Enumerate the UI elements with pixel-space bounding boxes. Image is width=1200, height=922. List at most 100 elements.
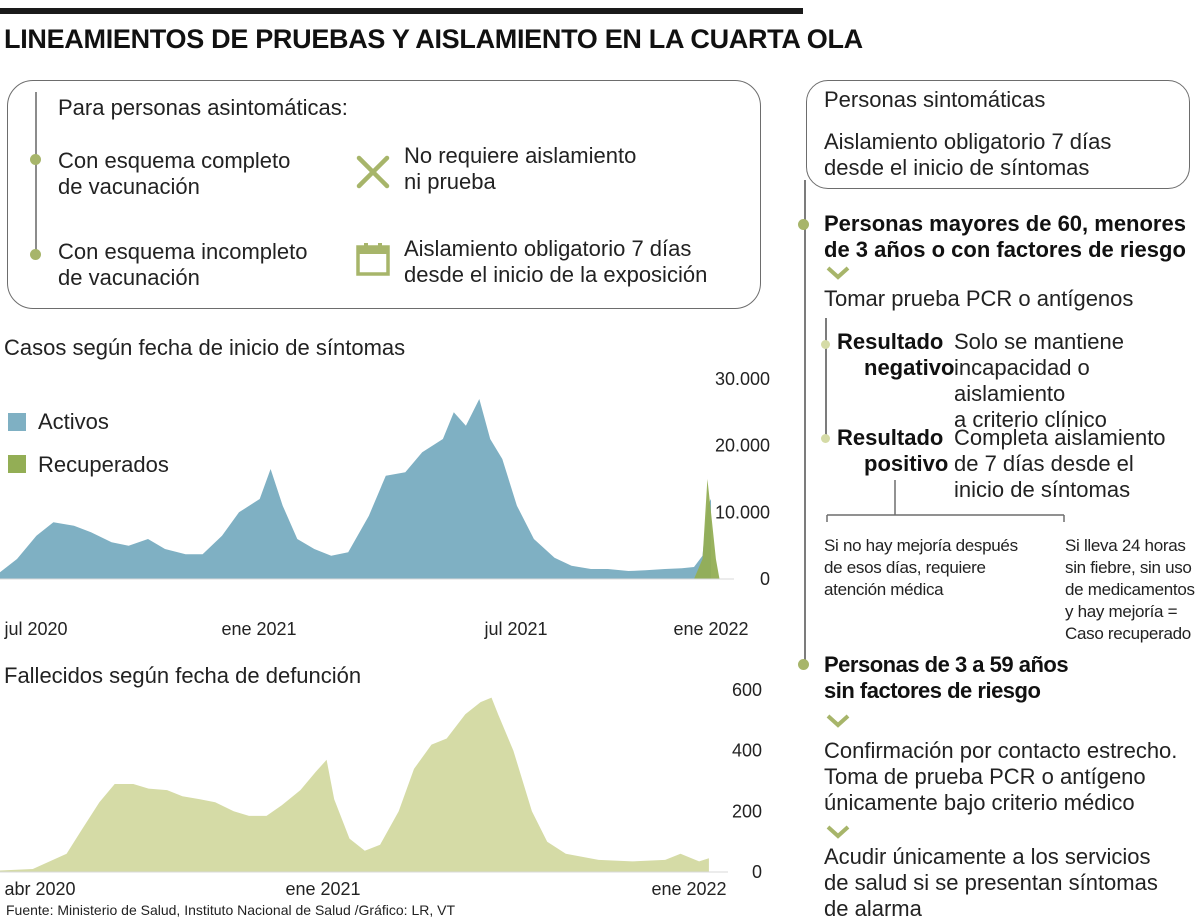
y-tick-label: 400 <box>732 741 762 761</box>
x-tick-label: ene 2022 <box>651 879 726 899</box>
deaths-chart-title: Fallecidos según fecha de defunción <box>4 663 362 688</box>
alarm-line-1: Acudir únicamente a los servicios <box>824 844 1151 869</box>
recovered-line-4: y hay mejoría = <box>1065 602 1178 621</box>
legend-swatch-recuperados <box>8 455 26 473</box>
risk-group-heading: Personas mayores de 60, menores de 3 año… <box>824 211 1186 263</box>
positive-label-line-1: Resultado <box>837 425 944 450</box>
no-improvement-line-2: de esos días, requiere <box>824 558 986 577</box>
asymptomatic-box <box>7 80 761 309</box>
complete-scheme-line-2: de vacunación <box>58 174 200 199</box>
recovered-line-1: Si lleva 24 horas <box>1065 536 1186 555</box>
recovered-line-3: de medicamentos <box>1065 580 1195 599</box>
no-improvement-line-3: atención médica <box>824 580 944 599</box>
symptomatic-isolation-text: Aislamiento obligatorio 7 días desde el … <box>824 129 1111 181</box>
positive-text-line-3: inicio de síntomas <box>954 477 1131 502</box>
recovered-line-5: Caso recuperado <box>1065 624 1191 643</box>
y-tick-label: 600 <box>732 680 762 700</box>
symptomatic-heading: Personas sintomáticas <box>824 87 1046 112</box>
cases-chart-title: Casos según fecha de inicio de síntomas <box>4 335 406 360</box>
alarm-line-3: de alarma <box>824 896 922 921</box>
isolation-exposure-line-2: desde el inicio de la exposición <box>404 262 708 287</box>
y-tick-label: 0 <box>760 569 770 589</box>
asymptomatic-tree-line <box>35 92 37 257</box>
symptomatic-box <box>806 80 1190 189</box>
test-instruction: Tomar prueba PCR o antígenos <box>824 286 1134 311</box>
source-note: Fuente: Ministerio de Salud, Instituto N… <box>6 902 456 918</box>
positive-result-text: Completa aislamiento de 7 días desde el … <box>954 425 1166 503</box>
legend-label-recuperados: Recuperados <box>38 452 169 477</box>
bullet-dot <box>821 340 830 349</box>
no-improvement-line-1: Si no hay mejoría después <box>824 536 1018 555</box>
symptomatic-isolation-line-2: desde el inicio de síntomas <box>824 155 1090 180</box>
page-title: LINEAMIENTOS DE PRUEBAS Y AISLAMIENTO EN… <box>4 24 863 54</box>
contact-text: Confirmación por contacto estrecho. Toma… <box>824 738 1177 816</box>
isolation-exposure-line-1: Aislamiento obligatorio 7 días <box>404 236 692 261</box>
no-isolation-line-2: ni prueba <box>404 169 496 194</box>
y-tick-label: 10.000 <box>715 502 770 522</box>
outcome-bracket <box>826 480 1065 522</box>
recovered-text: Si lleva 24 horas sin fiebre, sin uso de… <box>1065 535 1195 645</box>
chevron-down-icon <box>826 825 850 844</box>
positive-text-line-2: de 7 días desde el <box>954 451 1134 476</box>
x-tick-label: jul 2020 <box>3 619 67 639</box>
risk-group-line-2: de 3 años o con factores de riesgo <box>824 237 1186 262</box>
result-tree-line <box>825 318 827 440</box>
symptomatic-isolation-line-1: Aislamiento obligatorio 7 días <box>824 129 1112 154</box>
series-area-recuperados <box>694 479 720 579</box>
calendar-icon <box>355 241 391 277</box>
alarm-line-2: de salud si se presentan síntomas <box>824 870 1158 895</box>
deaths-chart: 600 400 200 0 abr 2020 ene 2021 ene 2022 <box>0 680 762 899</box>
x-tick-label: abr 2020 <box>4 879 75 899</box>
cases-chart: 30.000 20.000 10.000 0 jul 2020 ene 2021 jul 2… <box>0 370 770 639</box>
y-tick-label: 0 <box>752 862 762 882</box>
incomplete-scheme-text: Con esquema incompleto de vacunación <box>58 239 307 291</box>
y-tick-label: 30.000 <box>715 370 770 389</box>
negative-text-line-3: a criterio clínico <box>954 407 1107 432</box>
symptomatic-tree-line <box>804 180 806 664</box>
isolation-exposure-text: Aislamiento obligatorio 7 días desde el … <box>404 236 707 288</box>
chevron-down-icon <box>826 266 850 285</box>
bullet-dot <box>821 434 830 443</box>
bullet-dot <box>798 659 809 670</box>
top-rule <box>0 8 803 14</box>
young-group-line-2: sin factores de riesgo <box>824 678 1041 703</box>
no-improvement-text: Si no hay mejoría después de esos días, … <box>824 535 1018 601</box>
negative-label-line-1: Resultado <box>837 329 944 354</box>
contact-line-3: únicamente bajo criterio médico <box>824 790 1135 815</box>
complete-scheme-line-1: Con esquema completo <box>58 148 291 173</box>
bullet-dot <box>798 219 809 230</box>
x-tick-label: ene 2021 <box>285 879 360 899</box>
negative-text-line-2: incapacidad o aislamiento <box>954 355 1090 406</box>
complete-scheme-text: Con esquema completo de vacunación <box>58 148 290 200</box>
x-mark-icon <box>355 154 391 190</box>
negative-text-line-1: Solo se mantiene <box>954 329 1124 354</box>
incomplete-scheme-line-2: de vacunación <box>58 265 200 290</box>
recovered-line-2: sin fiebre, sin uso <box>1065 558 1192 577</box>
no-isolation-text: No requiere aislamiento ni prueba <box>404 143 636 195</box>
young-group-heading: Personas de 3 a 59 años sin factores de … <box>824 652 1069 704</box>
risk-group-line-1: Personas mayores de 60, menores <box>824 211 1186 236</box>
contact-line-2: Toma de prueba PCR o antígeno <box>824 764 1146 789</box>
series-area-activos <box>0 399 711 579</box>
y-tick-label: 20.000 <box>715 436 770 456</box>
positive-text-line-1: Completa aislamiento <box>954 425 1166 450</box>
negative-result-label: Resultado negativo <box>837 329 954 381</box>
legend-swatch-activos <box>8 413 26 431</box>
series-area-fallecidos <box>0 697 709 872</box>
bullet-dot <box>30 249 41 260</box>
bullet-dot <box>30 154 41 165</box>
x-tick-label: ene 2022 <box>673 619 748 639</box>
x-tick-label: ene 2021 <box>221 619 296 639</box>
young-group-line-1: Personas de 3 a 59 años <box>824 652 1069 677</box>
incomplete-scheme-line-1: Con esquema incompleto <box>58 239 308 264</box>
negative-label-line-2: negativo <box>864 355 955 380</box>
legend-label-activos: Activos <box>38 409 109 434</box>
positive-result-label: Resultado positivo <box>837 425 948 477</box>
contact-line-1: Confirmación por contacto estrecho. <box>824 738 1178 763</box>
no-isolation-line-1: No requiere aislamiento <box>404 143 637 168</box>
asymptomatic-heading: Para personas asintomáticas: <box>58 95 348 120</box>
positive-label-line-2: positivo <box>864 451 949 476</box>
chevron-down-icon <box>826 714 850 733</box>
x-tick-label: jul 2021 <box>483 619 547 639</box>
negative-result-text: Solo se mantiene incapacidad o aislamien… <box>954 329 1200 433</box>
